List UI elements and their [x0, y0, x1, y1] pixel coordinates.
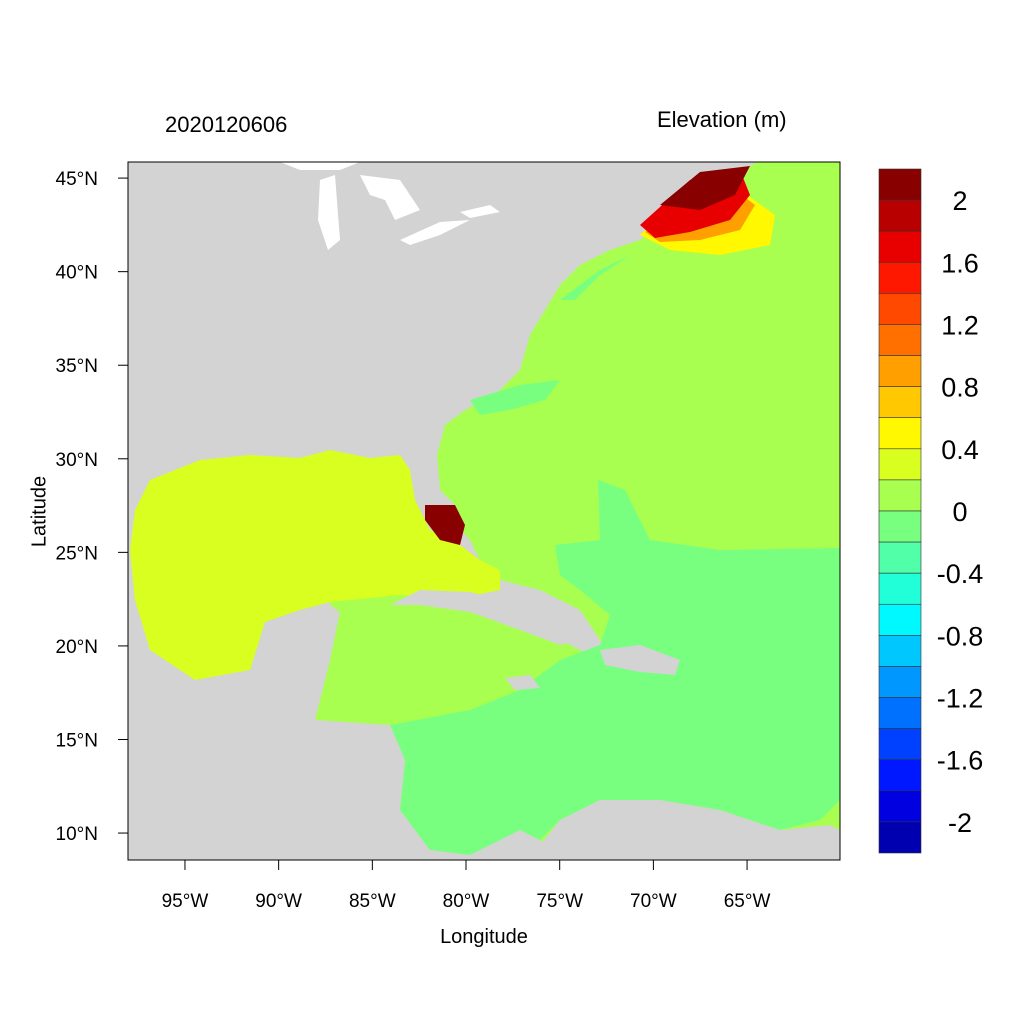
colorbar-label: 1.2 [941, 310, 979, 340]
colorbar-swatch [878, 261, 922, 294]
colorbar: 2 1.6 1.2 0.8 0.4 0 -0.4 -0.8 -1.2 -1.6 -2 [878, 168, 984, 854]
land-south-america [540, 800, 840, 860]
ocean-shelf-se [470, 380, 560, 415]
x-tick-label: 95°W [162, 891, 209, 912]
y-tick-label: 25°N [56, 543, 98, 564]
colorbar-label: 0 [952, 497, 967, 527]
colorbar-swatch [878, 417, 922, 450]
y-tick-label: 20°N [56, 637, 98, 658]
y-ticks: 45°N 40°N 35°N 30°N 25°N 20°N 15°N 10°N [56, 169, 128, 845]
variable-title: Elevation (m) [657, 107, 787, 132]
colorbar-swatch [878, 168, 922, 201]
colorbar-label: 0.4 [941, 435, 979, 465]
colorbar-swatch [878, 230, 922, 263]
colorbar-swatch [878, 821, 922, 854]
colorbar-swatch [878, 199, 922, 232]
ocean-gulf-of-mexico [130, 450, 500, 680]
colorbar-swatch [878, 572, 922, 605]
colorbar-swatch [878, 728, 922, 761]
colorbar-swatch [878, 635, 922, 667]
colorbar-swatch [878, 759, 922, 792]
colorbar-swatch [878, 293, 922, 325]
x-tick-label: 85°W [349, 891, 396, 912]
lake-huron [360, 175, 420, 220]
x-tick-label: 80°W [443, 891, 490, 912]
lake-superior [280, 162, 360, 170]
x-ticks: 95°W 90°W 85°W 80°W 75°W 70°W 65°W [162, 860, 771, 912]
plot-frame [127, 161, 841, 861]
colorbar-label: -2 [948, 808, 972, 838]
lake-michigan [318, 175, 340, 250]
land-florida [412, 455, 455, 505]
y-tick-label: 35°N [56, 356, 98, 377]
colorbar-swatch [878, 448, 922, 481]
colorbar-swatch [878, 510, 922, 543]
land-yucatan [260, 605, 340, 720]
colorbar-label: 2 [952, 186, 967, 216]
x-tick-label: 65°W [724, 891, 771, 912]
surge-darkred [660, 166, 750, 210]
colorbar-label: -0.8 [937, 621, 984, 651]
colorbar-swatch [878, 790, 922, 823]
colorbar-label: 1.6 [941, 248, 979, 278]
colorbar-swatch [878, 541, 922, 574]
colorbar-label: -1.6 [937, 746, 984, 776]
lake-ontario [460, 205, 500, 218]
y-tick-label: 40°N [56, 263, 98, 284]
y-tick-label: 15°N [56, 730, 98, 751]
land-cuba [390, 590, 580, 645]
colorbar-swatch [878, 666, 922, 698]
valid-time-label: 2020120606 [165, 112, 288, 137]
colorbar-swatch [878, 697, 922, 729]
map-area [128, 162, 840, 860]
land-central-america [128, 710, 430, 860]
x-tick-label: 75°W [536, 891, 583, 912]
colorbar-label: -1.2 [937, 684, 984, 714]
colorbar-label: 0.8 [941, 373, 979, 403]
colorbar-swatch [878, 386, 922, 419]
y-tick-label: 30°N [56, 450, 98, 471]
x-tick-label: 70°W [630, 891, 677, 912]
y-tick-label: 10°N [56, 824, 98, 845]
colorbar-swatch [878, 324, 922, 356]
ocean-zone-negative [390, 480, 840, 855]
surge-florida [425, 505, 465, 545]
y-tick-label: 45°N [56, 169, 98, 190]
colorbar-swatch [878, 479, 922, 512]
land-hispaniola [600, 645, 680, 675]
land-jamaica [505, 675, 540, 690]
colorbar-swatch [878, 355, 922, 387]
lake-erie [400, 220, 470, 245]
ocean-shelf-ne [560, 255, 630, 300]
x-tick-label: 90°W [255, 891, 302, 912]
colorbar-swatch [878, 603, 922, 636]
x-axis-label: Longitude [440, 926, 528, 948]
colorbar-label: -0.4 [937, 559, 984, 589]
